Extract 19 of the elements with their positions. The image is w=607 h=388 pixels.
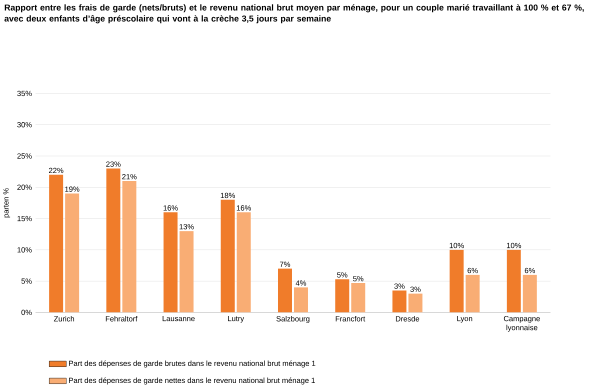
bar [522,274,537,312]
bar [466,274,480,312]
bar [65,193,80,312]
bar [294,287,308,312]
bar [278,268,292,312]
bar [236,212,251,312]
chart-title: Rapport entre les frais de garde (nets/bruts) et le revenu national brut moyen par ménage, pour un couple marié travaillant à 100 % et 67 %, avec deux enfants d’âge préscolaire qui vont à la crèche 3,5 jours par semaine [4,4,584,24]
bar [408,293,422,312]
bar [106,168,120,312]
bar [180,230,194,312]
bar [392,290,406,312]
bar [220,200,235,312]
bar [335,279,350,312]
bar [450,250,464,312]
bar [351,282,366,312]
bar [506,250,521,312]
bar [49,174,64,312]
bar [122,180,136,312]
bar [164,212,178,312]
